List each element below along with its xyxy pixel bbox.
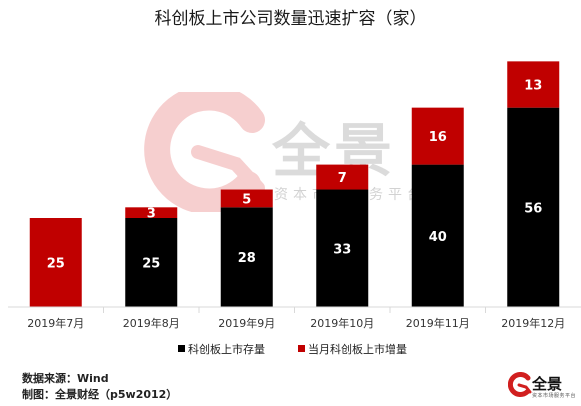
data-label-increment-5: 13 bbox=[524, 79, 542, 94]
data-label-stock-1: 25 bbox=[142, 257, 160, 272]
bars-layer: 25 25 3 28 5 33 7 40 16 56 13 bbox=[29, 61, 560, 307]
data-source-note: 数据来源：Wind bbox=[22, 372, 109, 385]
bar-increment-2 bbox=[220, 189, 273, 208]
bar-increment-0 bbox=[29, 218, 82, 307]
bar-stock-2 bbox=[220, 207, 273, 307]
data-label-increment-0: 25 bbox=[47, 257, 65, 272]
bar-stock-3 bbox=[316, 189, 369, 307]
x-tick-label-4: 2019年11月 bbox=[406, 316, 470, 330]
chart-title: 科创板上市公司数量迅速扩容（家） bbox=[154, 9, 427, 29]
watermark-logo-icon bbox=[144, 92, 265, 212]
data-label-increment-1: 3 bbox=[147, 207, 156, 222]
brand-tagline: 资本市场服务平台 bbox=[532, 393, 577, 399]
data-label-stock-5: 56 bbox=[524, 201, 542, 216]
legend-swatch-0 bbox=[178, 345, 185, 352]
x-tick-label-3: 2019年10月 bbox=[310, 316, 374, 330]
brand-name: 全景 bbox=[532, 375, 563, 393]
data-label-increment-3: 7 bbox=[338, 171, 347, 186]
data-label-stock-2: 28 bbox=[238, 251, 256, 266]
bar-stock-4 bbox=[411, 164, 464, 307]
data-label-stock-4: 40 bbox=[429, 230, 447, 245]
x-tick-label-5: 2019年12月 bbox=[501, 316, 565, 330]
chart-maker-note: 制图：全景财经（p5w2012） bbox=[22, 388, 178, 401]
bar-increment-5 bbox=[507, 61, 560, 108]
x-axis-ticks: 2019年7月 2019年8月 2019年9月 2019年10月 2019年11月 201… bbox=[27, 307, 565, 330]
bar-stock-5 bbox=[507, 107, 560, 307]
x-tick-label-2: 2019年9月 bbox=[218, 316, 275, 330]
bar-stock-1 bbox=[125, 218, 178, 307]
bar-increment-1 bbox=[125, 207, 178, 218]
legend-label-1: 当月科创板上市增量 bbox=[308, 342, 407, 356]
legend-swatch-1 bbox=[298, 345, 305, 352]
brand-logo-icon bbox=[508, 372, 532, 397]
x-tick-label-1: 2019年8月 bbox=[123, 316, 180, 330]
legend-label-0: 科创板上市存量 bbox=[188, 342, 265, 356]
data-label-stock-3: 33 bbox=[333, 242, 351, 257]
data-label-increment-2: 5 bbox=[242, 192, 251, 207]
x-tick-label-0: 2019年7月 bbox=[27, 316, 84, 330]
bar-increment-4 bbox=[411, 107, 464, 165]
bar-increment-3 bbox=[316, 164, 369, 190]
data-label-increment-4: 16 bbox=[429, 130, 447, 145]
legend: 科创板上市存量 当月科创板上市增量 bbox=[178, 342, 407, 356]
